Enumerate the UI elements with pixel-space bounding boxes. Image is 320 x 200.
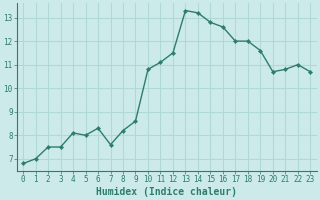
X-axis label: Humidex (Indice chaleur): Humidex (Indice chaleur) xyxy=(96,186,237,197)
